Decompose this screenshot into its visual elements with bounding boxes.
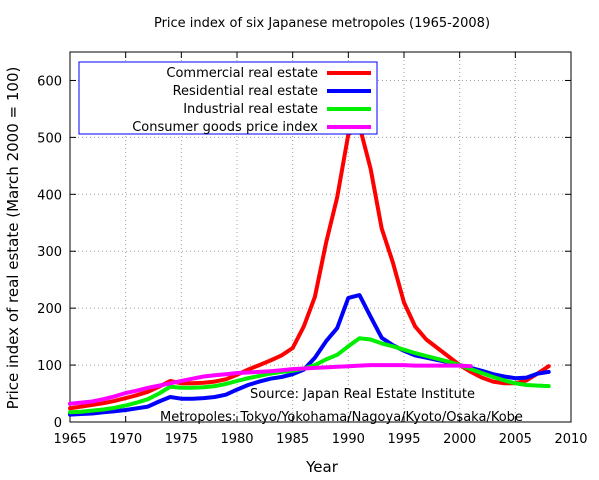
grid	[70, 52, 571, 422]
x-tick-label: 2000	[443, 432, 476, 447]
legend-label: Consumer goods price index	[132, 120, 318, 135]
plot-frame	[69, 51, 572, 423]
x-tick-label: 1985	[276, 432, 309, 447]
x-tick-label: 2005	[499, 432, 532, 447]
y-axis-label: Price index of real estate (March 2000 =…	[4, 67, 22, 410]
x-tick-label: 1975	[165, 432, 198, 447]
x-tick-label: 1995	[387, 432, 420, 447]
legend-label: Industrial real estate	[183, 102, 318, 117]
x-tick-label: 1980	[220, 432, 253, 447]
y-tick-label: 400	[37, 188, 62, 203]
x-tick-label: 1965	[53, 432, 86, 447]
y-tick-label: 300	[37, 245, 62, 260]
legend-label: Residential real estate	[173, 84, 318, 99]
y-tick-label: 200	[37, 302, 62, 317]
series-line-4	[68, 363, 473, 406]
legend-label: Commercial real estate	[166, 66, 318, 81]
x-axis-label: Year	[305, 458, 339, 476]
legend: Commercial real estate Residential real e…	[78, 61, 378, 135]
y-tick-label: 0	[54, 416, 62, 431]
series-layer	[68, 124, 551, 417]
series-line-1	[68, 124, 551, 411]
legend-items: Commercial real estate Residential real e…	[132, 66, 371, 135]
x-tick-label: 1970	[109, 432, 142, 447]
x-tick-label: 1990	[332, 432, 365, 447]
x-axis-ticks: 1965 1970 1975 1980 1985 1990 1995 2000 2005 2010	[53, 52, 588, 447]
annotation-group: Source: Japan Real Estate Institute Metr…	[160, 387, 523, 425]
y-axis-ticks: 0 100 200 300 400 500 600	[37, 74, 571, 431]
x-tick-label: 2010	[554, 432, 587, 447]
annotation-metropoles: Metropoles: Tokyo/Yokohama/Nagoya/Kyoto/…	[160, 410, 523, 425]
chart-title: Price index of six Japanese metropoles (…	[154, 16, 490, 31]
y-tick-label: 500	[37, 131, 62, 146]
y-tick-label: 100	[37, 359, 62, 374]
y-tick-label: 600	[37, 74, 62, 89]
annotation-source: Source: Japan Real Estate Institute	[250, 387, 475, 402]
